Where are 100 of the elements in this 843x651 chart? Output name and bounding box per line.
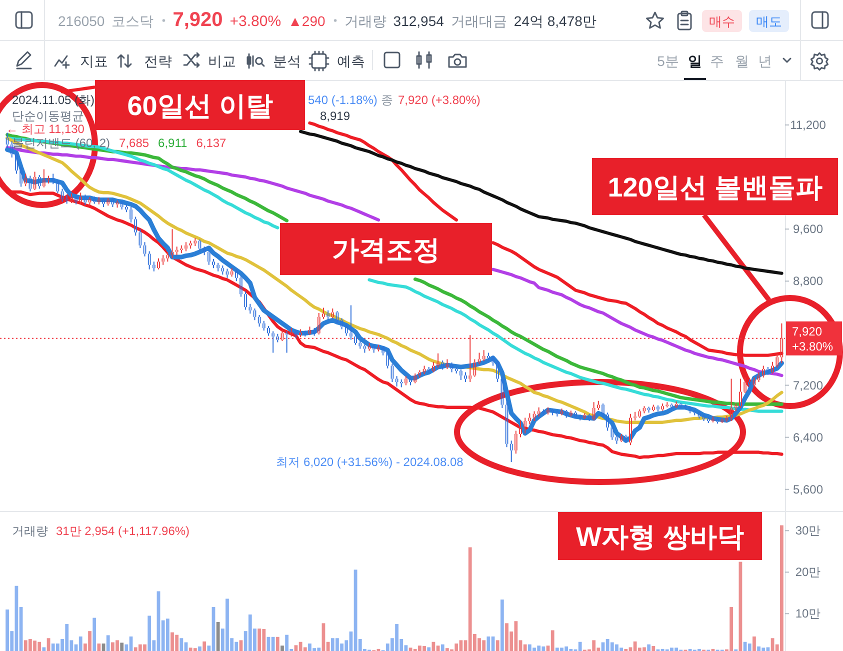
- candlestick: [304, 330, 307, 336]
- candlestick: [212, 259, 215, 268]
- candlestick: [629, 414, 632, 446]
- candlestick: [606, 412, 609, 431]
- candlestick: [422, 366, 426, 374]
- y-tick-label: 5,600: [792, 482, 824, 496]
- text: 매도: [756, 14, 782, 29]
- candlestick: [771, 362, 774, 374]
- candlestick: [230, 268, 234, 277]
- candlestick: [514, 430, 518, 454]
- candlestick: [202, 246, 206, 256]
- candlestick: [720, 418, 724, 423]
- annotation: ← 최고 11,130: [6, 122, 85, 136]
- candlestick: [102, 198, 105, 207]
- candlestick: [730, 378, 733, 422]
- text: 지표: [80, 53, 108, 69]
- candlestick: [20, 166, 22, 187]
- candlestick: [414, 374, 417, 384]
- text: 코스닥: [112, 13, 154, 29]
- candlestick: [98, 197, 100, 204]
- text: 거래대금: [450, 13, 507, 29]
- candlestick: [24, 174, 28, 186]
- text: 216050: [58, 13, 105, 29]
- y-tick-label: 6,400: [792, 430, 824, 444]
- annotation: W자형 쌍바닥: [576, 522, 744, 552]
- candlestick: [596, 400, 600, 410]
- text: 7,920: [172, 9, 223, 31]
- candlestick: [290, 328, 293, 336]
- text: 거래량: [344, 13, 386, 29]
- text: 312,954: [393, 13, 444, 29]
- candlestick: [258, 314, 261, 327]
- candlestick: [368, 342, 371, 351]
- candlestick: [473, 359, 476, 377]
- text: 5분: [657, 53, 679, 69]
- ref-line-label: 7,920: [792, 324, 822, 338]
- candlestick: [38, 175, 41, 189]
- text: 주: [710, 53, 724, 69]
- candlestick: [602, 403, 604, 418]
- candlestick: [519, 420, 522, 438]
- y-tick-label: 9,600: [792, 222, 824, 236]
- candlestick: [326, 310, 330, 320]
- annotation: 최저 6,020 (+31.56%) - 2024.08.08: [276, 455, 464, 470]
- candlestick: [500, 377, 504, 408]
- annotation: 볼린저밴드 (60, 2): [12, 136, 110, 150]
- candlestick: [583, 413, 586, 420]
- candlestick: [340, 318, 344, 330]
- candlestick: [698, 411, 701, 418]
- candlestick: [661, 403, 664, 411]
- candlestick: [688, 406, 692, 414]
- candlestick: [752, 377, 756, 387]
- candlestick: [272, 331, 274, 353]
- candlestick: [460, 370, 462, 380]
- candlestick: [166, 252, 170, 262]
- candlestick: [157, 258, 160, 270]
- candlestick: [400, 379, 403, 388]
- candlestick: [706, 417, 710, 423]
- candlestick: [564, 410, 568, 418]
- annotation: 120일선 볼밴돌파: [608, 172, 822, 202]
- candlestick: [712, 416, 714, 422]
- candlestick: [33, 172, 36, 190]
- text: 분석: [273, 53, 301, 69]
- candlestick: [322, 308, 325, 319]
- candlestick: [194, 238, 197, 246]
- candlestick: [546, 407, 550, 415]
- y-tick-label: 11,200: [790, 118, 826, 132]
- text: 년: [758, 53, 772, 69]
- candlestick: [656, 405, 660, 412]
- candlestick: [65, 195, 68, 204]
- y-tick-label: 8,800: [792, 274, 824, 288]
- candlestick: [350, 305, 352, 340]
- candlestick: [28, 176, 32, 192]
- candlestick: [234, 269, 238, 282]
- candlestick: [354, 334, 357, 345]
- candlestick: [725, 416, 728, 422]
- text: 전략: [144, 53, 172, 69]
- candlestick: [198, 239, 202, 252]
- candlestick: [84, 194, 87, 205]
- candlestick: [143, 242, 146, 256]
- candlestick: [492, 356, 494, 366]
- text: 월: [735, 53, 749, 69]
- candlestick: [92, 196, 96, 204]
- candlestick: [762, 366, 765, 378]
- candlestick: [382, 346, 384, 356]
- candlestick: [162, 255, 165, 265]
- candlestick: [240, 276, 242, 297]
- candlestick: [216, 262, 220, 272]
- candlestick: [294, 330, 298, 338]
- candlestick: [560, 408, 564, 416]
- annotation: 7,685: [119, 136, 150, 150]
- candlestick: [505, 402, 508, 448]
- annotation: 60일선 이탈: [127, 91, 273, 121]
- candlestick: [106, 198, 110, 206]
- candlestick: [175, 246, 178, 256]
- candlestick: [56, 180, 60, 194]
- candlestick: [42, 169, 46, 188]
- candlestick: [588, 414, 591, 422]
- candlestick: [312, 328, 316, 336]
- candlestick: [418, 370, 422, 378]
- candlestick: [679, 402, 682, 408]
- candlestick: [570, 410, 572, 416]
